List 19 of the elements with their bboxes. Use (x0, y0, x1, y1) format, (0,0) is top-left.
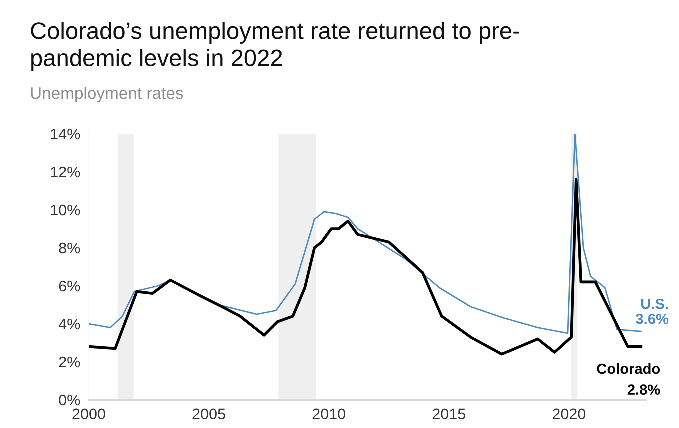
y-tick-label: 12% (51, 166, 80, 178)
y-tick-label: 14% (51, 128, 80, 140)
chart-title: Colorado’s unemployment rate returned to pre- pandemic levels in 2022 (31, 22, 520, 72)
y-tick-label: 0% (59, 394, 80, 406)
y-tick-label: 10% (51, 204, 80, 216)
y-tick-label: 8% (59, 242, 80, 254)
annotation: 2.8% (628, 384, 660, 396)
x-tick-label: 2005 (192, 408, 226, 420)
x-tick-label: 2000 (72, 408, 106, 420)
series-label: U.S. (641, 298, 668, 310)
x-tick-label: 2015 (432, 408, 466, 420)
y-tick-label: 4% (58, 318, 80, 330)
y-tick-label: 6% (59, 280, 80, 292)
annotation: 3.6% (636, 314, 669, 324)
x-tick-label: 2020 (552, 408, 586, 420)
y-tick-label: 2% (59, 356, 80, 368)
chart-subtitle: Unemployment rates (31, 87, 184, 103)
series-label: Colorado (597, 363, 660, 374)
x-tick-label: 2010 (312, 408, 346, 420)
